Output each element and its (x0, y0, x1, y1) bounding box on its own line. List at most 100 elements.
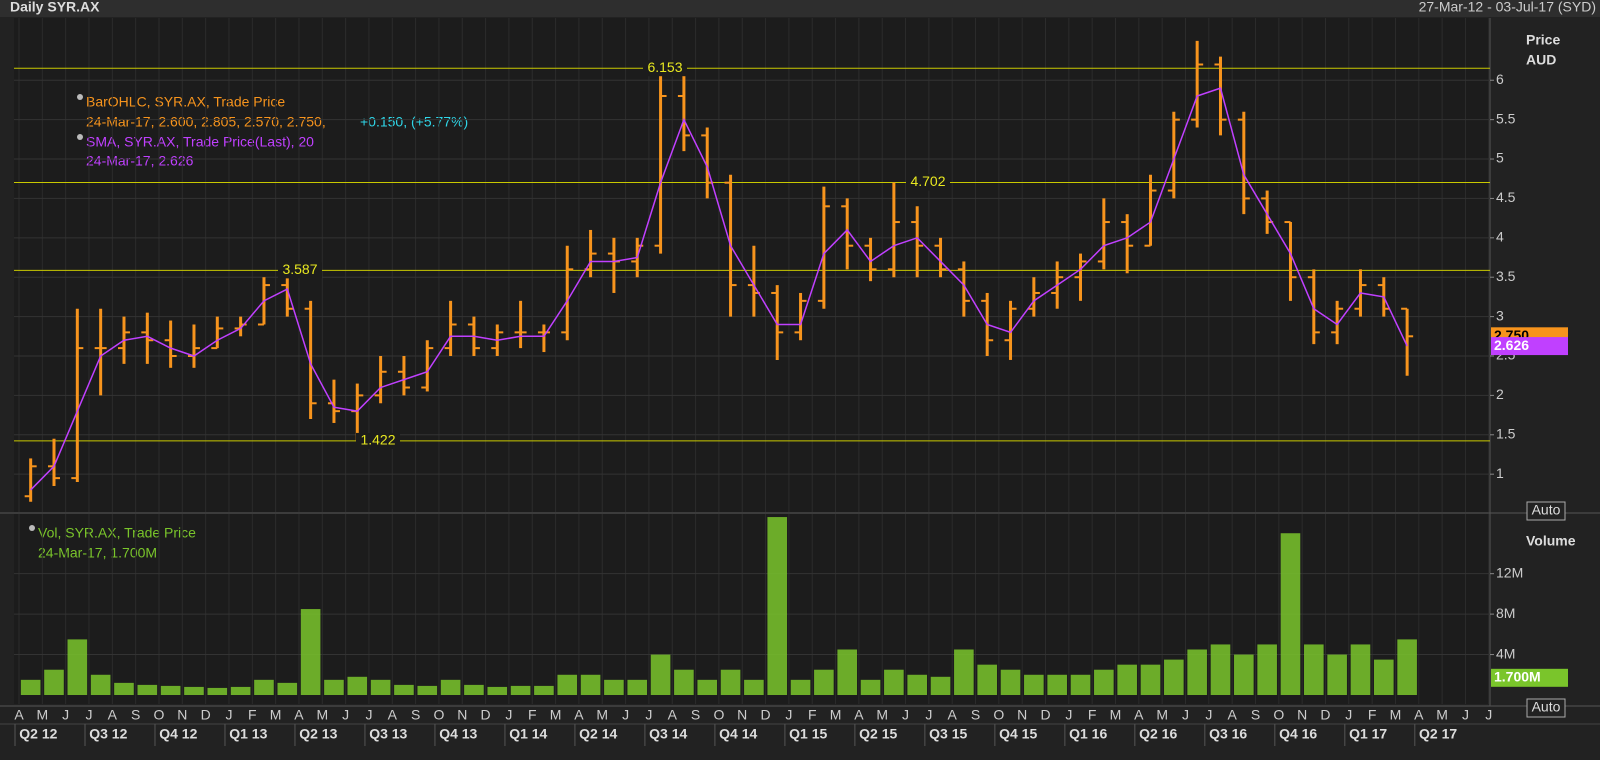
quarter-label: Q2 13 (299, 726, 337, 742)
volume-bar (324, 679, 344, 695)
x-tick-label: A (1227, 707, 1237, 723)
legend-entry: BarOHLC, SYR.AX, Trade Price (86, 94, 285, 110)
x-tick-label: A (668, 707, 678, 723)
x-tick-label: J (925, 707, 932, 723)
volume-bar (230, 686, 251, 695)
volume-bar (674, 669, 694, 695)
x-tick-label: J (85, 707, 92, 723)
x-tick-label: D (760, 707, 770, 723)
y-tick-label: 8M (1496, 605, 1515, 621)
volume-bar (440, 679, 461, 695)
volume-bar (907, 674, 928, 695)
level-label: 1.422 (360, 432, 395, 448)
x-tick-label: A (388, 707, 398, 723)
date-range: 27-Mar-12 - 03-Jul-17 (SYD) (1419, 0, 1596, 15)
volume-bar (720, 669, 741, 695)
volume-bar (1280, 533, 1301, 695)
x-tick-label: A (574, 707, 584, 723)
x-tick-label: F (248, 707, 257, 723)
auto-button[interactable] (1526, 698, 1566, 718)
x-tick-label: N (1017, 707, 1027, 723)
volume-bar (860, 679, 881, 695)
volume-bar (90, 674, 111, 695)
level-label-bg (906, 174, 950, 191)
volume-bar (347, 676, 368, 695)
level-label-bg (643, 60, 687, 77)
y-tick-label: 12M (1496, 564, 1523, 580)
x-tick-label: J (365, 707, 372, 723)
x-tick-label: M (36, 707, 48, 723)
volume-bar (1070, 674, 1091, 695)
volume-bar (604, 679, 624, 695)
y-tick-label: 5 (1496, 150, 1504, 166)
x-tick-label: J (1462, 707, 1469, 723)
x-tick-label: J (1065, 707, 1072, 723)
volume-bar (44, 669, 64, 695)
y-tick-label: 3.5 (1496, 268, 1516, 284)
volume-bar (1374, 659, 1394, 695)
y-tick-label: 5.5 (1496, 110, 1516, 126)
volume-bar (510, 685, 531, 695)
volume-bar (744, 679, 764, 695)
y-tick-label: 4.5 (1496, 189, 1516, 205)
x-tick-label: O (1273, 707, 1284, 723)
x-tick-label: D (1040, 707, 1050, 723)
quarter-label: Q1 15 (789, 726, 827, 742)
x-tick-label: D (201, 707, 211, 723)
x-tick-label: J (1345, 707, 1352, 723)
x-tick-label: F (528, 707, 537, 723)
x-tick-label: S (971, 707, 980, 723)
quarter-label: Q2 17 (1419, 726, 1457, 742)
quarter-label: Q4 15 (999, 726, 1037, 742)
y-tick-label: 1.5 (1496, 425, 1516, 441)
legend-icon[interactable] (77, 94, 83, 100)
x-tick-label: J (342, 707, 349, 723)
y-tick-label: 1 (1496, 465, 1504, 481)
x-tick-label: J (505, 707, 512, 723)
legend-values: 24-Mar-17, 2.626 (86, 153, 194, 169)
volume-bar (954, 649, 974, 695)
volume-bar (1350, 644, 1371, 695)
x-tick-label: M (1110, 707, 1122, 723)
auto-label[interactable]: Auto (1532, 502, 1561, 518)
quarter-label: Q4 16 (1279, 726, 1317, 742)
x-tick-label: A (14, 707, 24, 723)
y-tick-label: 6 (1496, 71, 1504, 87)
x-tick-label: M (596, 707, 608, 723)
x-tick-label: A (1134, 707, 1144, 723)
legend-icon[interactable] (29, 525, 35, 531)
x-tick-label: N (1297, 707, 1307, 723)
volume-bar (137, 684, 158, 695)
volume-bar (207, 687, 228, 695)
auto-button[interactable] (1526, 501, 1566, 521)
volume-bar (977, 664, 997, 695)
auto-label[interactable]: Auto (1532, 699, 1561, 715)
x-tick-label: J (225, 707, 232, 723)
y-tick-label: 2 (1496, 386, 1504, 402)
x-tick-label: D (481, 707, 491, 723)
volume-bar (767, 517, 788, 695)
volume-bar (790, 679, 811, 695)
volume-bar (1117, 664, 1137, 695)
quarter-label: Q4 14 (719, 726, 757, 742)
quarter-label: Q1 17 (1349, 726, 1387, 742)
x-tick-label: M (876, 707, 888, 723)
legend-icon[interactable] (77, 134, 83, 140)
x-tick-label: A (1414, 707, 1424, 723)
x-tick-label: A (948, 707, 958, 723)
x-tick-label: O (433, 707, 444, 723)
x-tick-label: J (62, 707, 69, 723)
volume-bar (1140, 664, 1161, 695)
x-tick-label: A (294, 707, 304, 723)
x-tick-label: S (131, 707, 140, 723)
volume-bar (20, 679, 41, 695)
quarter-label: Q3 15 (929, 726, 967, 742)
volume-bar (814, 669, 834, 695)
x-tick-label: M (1390, 707, 1402, 723)
x-tick-label: J (785, 707, 792, 723)
axis-title: Price (1526, 32, 1560, 48)
volume-bar (300, 609, 321, 695)
x-tick-label: S (411, 707, 420, 723)
y-tick-label: 4 (1496, 229, 1504, 245)
